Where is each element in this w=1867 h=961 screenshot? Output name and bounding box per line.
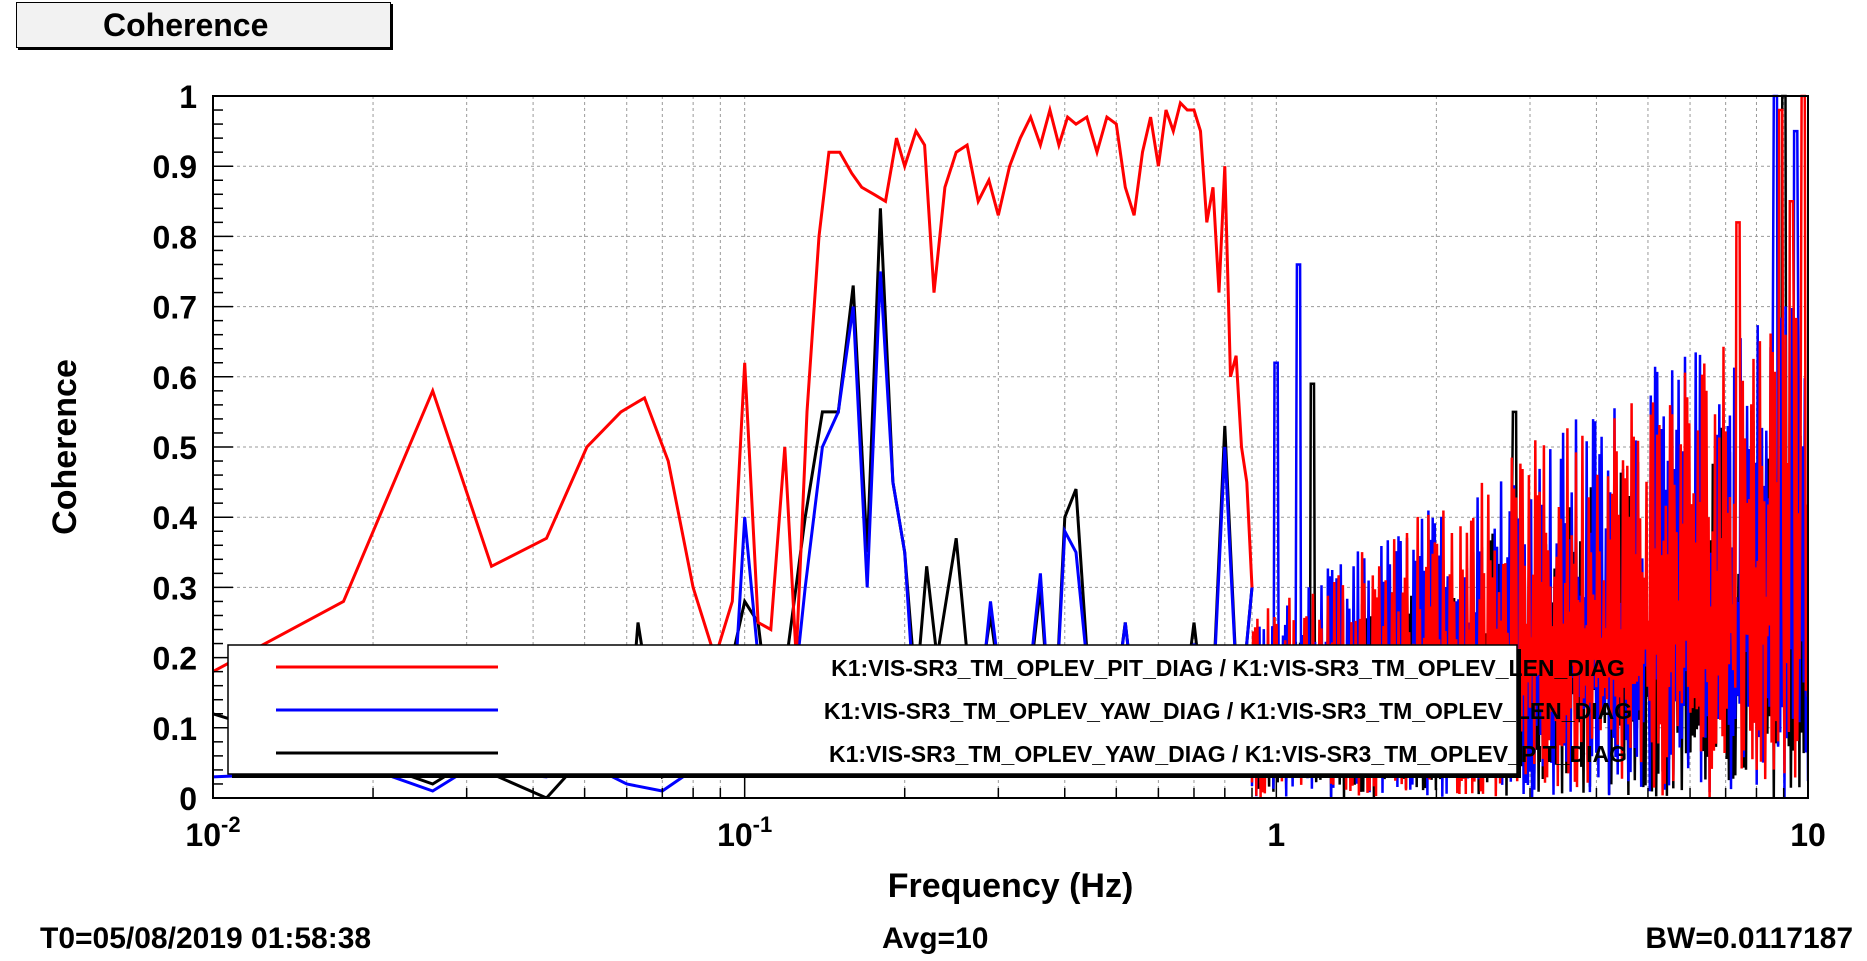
footer-t0: T0=05/08/2019 01:58:38 [40, 922, 372, 955]
y-axis-label: Coherence [46, 359, 84, 535]
y-tick-label: 0.5 [153, 430, 197, 466]
y-tick-label: 0.7 [153, 290, 197, 326]
y-tick-label: 0.9 [153, 149, 197, 185]
series-line-2 [213, 100, 1254, 673]
y-tick-label: 0.8 [153, 219, 197, 255]
y-tick-label: 0.6 [153, 360, 197, 396]
legend-label: K1:VIS-SR3_TM_OPLEV_YAW_DIAG / K1:VIS-SR… [824, 698, 1632, 724]
legend-label: K1:VIS-SR3_TM_OPLEV_PIT_DIAG / K1:VIS-SR… [831, 655, 1625, 681]
axis-ticks: 0 0.1 0.2 0.3 0.4 0.5 0.6 0.7 0.8 0.9 1 10-2 10-1 1 10 [153, 79, 1826, 853]
x-tick-label: 10-2 [185, 812, 240, 853]
y-tick-label: 0.3 [153, 570, 197, 606]
y-tick-label: 0.2 [153, 641, 197, 677]
x-tick-label: 10-1 [717, 812, 772, 853]
legend: K1:VIS-SR3_TM_OPLEV_PIT_DIAG / K1:VIS-SR… [227, 644, 1632, 778]
footer-avg: Avg=10 [882, 922, 989, 955]
y-tick-label: 0.1 [153, 711, 197, 747]
y-tick-label: 1 [179, 79, 197, 115]
y-tick-label: 0 [179, 781, 197, 817]
x-tick-label: 10 [1790, 817, 1826, 853]
x-axis-label: Frequency (Hz) [888, 867, 1134, 905]
footer-bw: BW=0.0117187 [1645, 922, 1853, 955]
legend-label: K1:VIS-SR3_TM_OPLEV_YAW_DIAG / K1:VIS-SR… [829, 741, 1627, 767]
y-tick-label: 0.4 [153, 500, 198, 536]
chart-title: Coherence [16, 2, 391, 48]
x-tick-label: 1 [1267, 817, 1285, 853]
